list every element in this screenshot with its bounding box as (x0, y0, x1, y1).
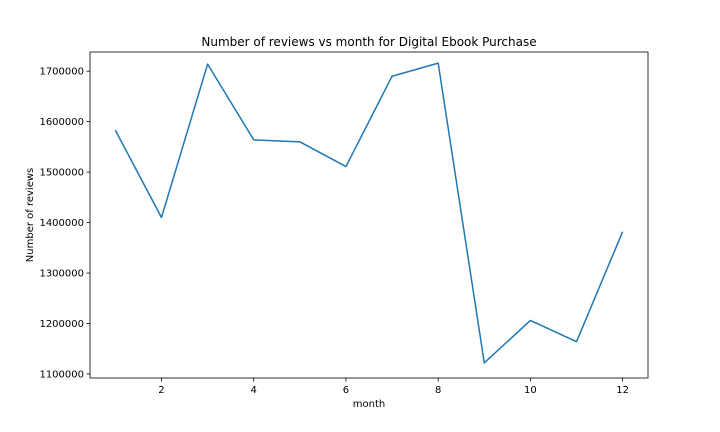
x-tick-label: 8 (435, 385, 441, 396)
y-tick-label: 1700000 (39, 67, 84, 78)
y-tick-label: 1600000 (39, 117, 84, 128)
y-tick-label: 1100000 (39, 369, 84, 380)
y-tick-label: 1200000 (39, 319, 84, 330)
y-tick-label: 1300000 (39, 269, 84, 280)
plot-area: 2 4 6 8 10 12 1100000 1200000 1300000 1400000 1500… (39, 51, 649, 396)
x-axis-label: month (353, 399, 385, 410)
x-tick-label: 4 (251, 385, 257, 396)
x-tick-label: 2 (158, 385, 164, 396)
chart-title: Number of reviews vs month for Digital E… (201, 35, 536, 49)
y-axis-label: Number of reviews (25, 168, 36, 262)
series-line (114, 62, 624, 364)
x-tick-label: 10 (524, 385, 537, 396)
x-tick-label: 12 (616, 385, 629, 396)
x-tick-label: 6 (343, 385, 349, 396)
y-tick-label: 1500000 (39, 168, 84, 179)
y-tick-label: 1400000 (39, 218, 84, 229)
plot-frame (89, 51, 649, 379)
